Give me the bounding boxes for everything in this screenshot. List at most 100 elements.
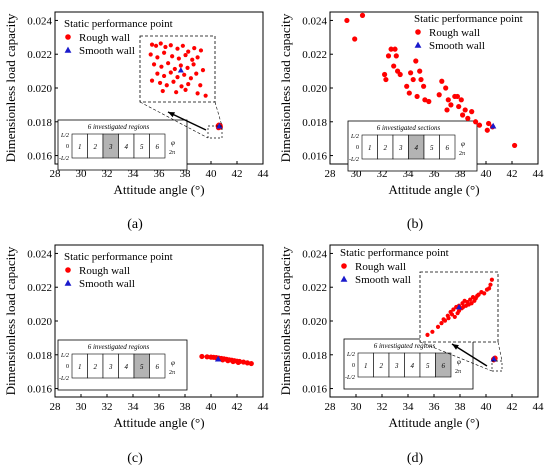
rough-wall-point [476,122,483,128]
legend-rough-label: Rough wall [79,265,130,277]
x-tick-label: 38 [455,401,467,413]
section-number: 5 [140,143,144,151]
zoom-rough-point [153,43,159,48]
rough-wall-point [448,102,454,108]
x-tick-label: 30 [76,168,88,180]
rough-wall-point [408,70,414,76]
smooth-wall-point [216,122,223,129]
zoom-rough-point [158,41,163,46]
rough-wall-point [421,83,427,89]
rough-wall-point [359,12,366,18]
zoom-rough-point [178,63,183,68]
zoom-arrow-shaft [451,343,488,367]
x-tick-label: 42 [232,168,243,180]
section-axis-bottom: -L/2 [59,156,69,162]
zoom-rough-point [162,50,167,55]
section-number: 1 [78,143,82,151]
section-cell [149,133,166,159]
y-tick-label: 0.018 [302,117,327,129]
zoom-rough-point [155,71,160,76]
section-phi-label: φ [171,359,175,367]
section-diagram: 6 investigated regions 1 2 3 4 5 6 L/2 0 -L/2 φ 2π [57,339,188,391]
zoom-rough-point [183,87,188,92]
y-tick-label: 0.016 [27,151,52,163]
rough-wall-point [204,354,210,360]
zoom-rough-point [200,68,206,73]
section-diagram-title: 6 investigated regions [374,342,436,350]
y-tick-label: 0.018 [27,350,52,362]
zoom-rough-point [188,76,193,81]
x-tick-label: 32 [102,401,113,413]
section-diagram: 6 investigated sections 1 2 3 4 5 6 L/2 0 -L/2 φ 2π [347,120,478,172]
rough-wall-point [465,115,471,121]
x-tick-label: 36 [429,401,441,413]
section-number: 1 [368,144,372,152]
rough-wall-point [444,107,450,113]
rough-wall-point [456,103,462,110]
y-tick-label: 0.020 [302,316,327,328]
zoom-rough-point [155,55,160,60]
section-cell [439,134,456,160]
rough-wall-point [460,112,466,118]
section-cell [149,353,166,379]
zoom-rough-point [170,54,175,59]
y-axis-label: Dimensionless load capacity [3,246,18,395]
zoom-arrow-shaft [167,111,207,131]
zoom-rough-point [175,46,180,51]
panel-3: 28 30 32 34 36 38 40 42 440.0160.0180.0200.0220.… [278,244,544,466]
zoom-rough-point [456,308,462,313]
section-number: 5 [426,362,430,370]
x-tick-label: 36 [154,401,166,413]
rough-wall-point [244,360,250,366]
legend-smooth-label: Smooth wall [79,278,135,290]
x-tick-label: 44 [258,168,270,180]
zoom-rough-point [445,313,450,318]
zoom-rough-point [174,90,179,95]
y-tick-label: 0.020 [302,83,327,95]
section-axis-mid: 0 [66,364,69,370]
legend-rough-label: Rough wall [79,32,130,44]
zoom-rough-point [160,88,165,94]
rough-wall-point [417,68,423,74]
rough-wall-point [225,358,231,364]
zoom-rough-point [166,61,171,66]
rough-wall-point [393,53,399,59]
legend-smooth-marker [414,41,422,48]
panel-label: (d) [407,451,424,466]
x-tick-label: 34 [128,401,140,413]
zoom-guide-line [419,341,493,372]
x-tick-label: 36 [154,168,166,180]
panel-label: (b) [407,217,424,232]
zoom-rough-point [461,304,466,310]
section-axis-top: L/2 [346,352,355,358]
rough-wall-point [397,71,403,78]
section-axis-top: L/2 [60,353,69,359]
section-number: 3 [108,143,113,151]
zoom-rough-point [159,64,164,69]
rough-wall-point [410,76,416,83]
highlighted-section [435,352,452,378]
smooth-wall-point [214,355,222,362]
zoom-rough-point [468,297,473,302]
section-number: 3 [394,362,399,370]
zoom-rough-point [175,75,180,80]
rough-wall-point [344,17,350,24]
legend-smooth-marker [64,279,72,286]
x-tick-label: 34 [128,168,140,180]
zoom-rough-point [482,291,487,296]
zoom-rough-point [163,44,168,50]
rough-wall-point [462,107,468,113]
section-number: 1 [364,362,368,370]
x-tick-label: 28 [50,401,62,413]
x-tick-label: 30 [76,401,88,413]
legend-title: Static performance point [64,251,173,263]
rough-wall-point [443,85,449,91]
x-tick-label: 32 [377,401,388,413]
zoom-smooth-point [177,67,184,73]
x-tick-label: 38 [455,168,467,180]
zoom-rough-point [179,84,184,89]
zoom-rough-point [172,66,177,72]
zoom-callout [419,271,503,372]
legend-title: Static performance point [414,13,523,25]
